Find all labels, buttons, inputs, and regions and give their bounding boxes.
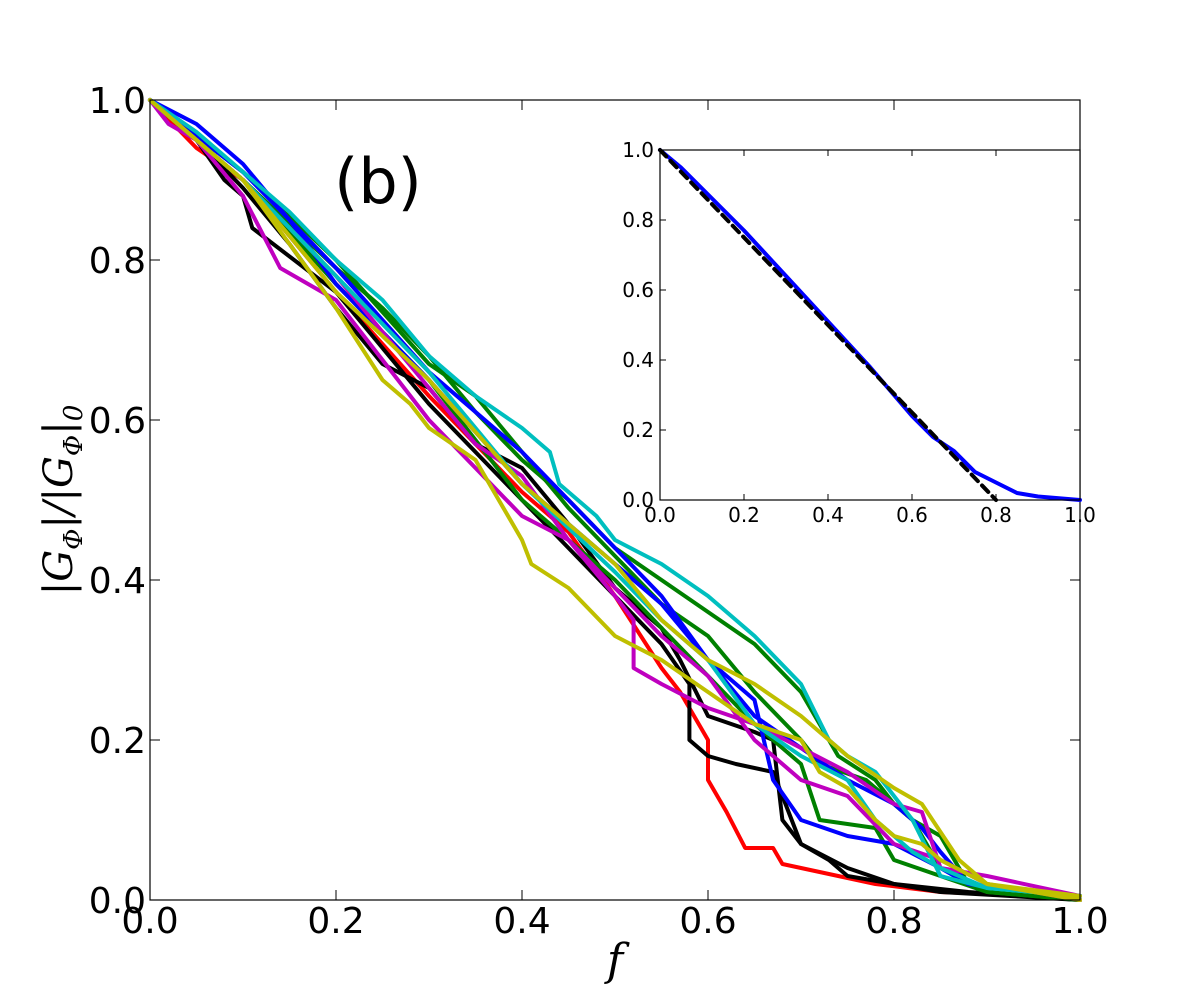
y-label-sub3: 0 bbox=[59, 405, 89, 422]
main-y-tick-label: 0.6 bbox=[89, 401, 146, 442]
inset-y-tick-label: 0.6 bbox=[622, 278, 654, 302]
main-x-tick-label: 0.6 bbox=[679, 901, 736, 942]
main-x-tick-label: 0.0 bbox=[121, 901, 178, 942]
inset-x-tick-label: 0.4 bbox=[812, 503, 844, 527]
y-label-mid: |/|G bbox=[36, 456, 82, 528]
panel-label: (b) bbox=[334, 145, 422, 218]
inset-x-tick-label: 0.8 bbox=[980, 503, 1012, 527]
main-series-group bbox=[148, 98, 1082, 902]
inset-x-tick-label: 0.0 bbox=[644, 503, 676, 527]
main-series-cyan-2 bbox=[148, 98, 1082, 898]
inset-background bbox=[660, 150, 1080, 500]
y-label-sub2: Φ bbox=[59, 435, 89, 456]
inset-plot-frame bbox=[659, 149, 1081, 501]
main-x-tick-label: 1.0 bbox=[1051, 901, 1108, 942]
main-series-yellow-1 bbox=[148, 98, 1082, 902]
y-axis-label: |GΦ|/|GΦ|0 bbox=[36, 405, 89, 596]
y-label-tail: | bbox=[36, 421, 82, 434]
svg-text:|GΦ|/|GΦ|0: |GΦ|/|GΦ|0 bbox=[36, 405, 89, 596]
inset-axis-ticks: 0.0 0.2 0.4 0.6 0.8 1.0 0.0 0.2 0.4 0.6 0.8 1.0 bbox=[622, 138, 1096, 527]
inset-y-tick-label: 0.2 bbox=[622, 418, 654, 442]
x-axis-label: f bbox=[604, 935, 630, 986]
main-axis-ticks: 0.0 0.2 0.4 0.6 0.8 1.0 0.0 0.2 0.4 0.6 0.8 1.0 bbox=[89, 81, 1109, 942]
main-x-tick-label: 0.8 bbox=[865, 901, 922, 942]
inset-y-tick-label: 0.0 bbox=[622, 488, 654, 512]
inset-series-group bbox=[658, 148, 1082, 502]
y-label-main: |G bbox=[36, 550, 82, 595]
inset-series-average bbox=[658, 148, 1082, 502]
main-y-tick-label: 0.2 bbox=[89, 721, 146, 762]
inset-y-tick-label: 1.0 bbox=[622, 138, 654, 162]
inset-x-tick-label: 1.0 bbox=[1064, 503, 1096, 527]
main-series-cyan-1 bbox=[148, 98, 1082, 898]
main-y-tick-label: 0.0 bbox=[89, 881, 146, 922]
main-y-tick-label: 0.4 bbox=[89, 561, 146, 602]
main-x-tick-label: 0.4 bbox=[493, 901, 550, 942]
main-y-tick-label: 1.0 bbox=[89, 81, 146, 122]
inset-y-tick-label: 0.8 bbox=[622, 208, 654, 232]
main-y-tick-label: 0.8 bbox=[89, 241, 146, 282]
inset-y-tick-label: 0.4 bbox=[622, 348, 654, 372]
inset-x-tick-label: 0.6 bbox=[896, 503, 928, 527]
inset-x-tick-label: 0.2 bbox=[728, 503, 760, 527]
main-x-tick-label: 0.2 bbox=[307, 901, 364, 942]
inset-series-linear-fit bbox=[658, 148, 998, 502]
main-series-yellow-2 bbox=[148, 98, 1082, 898]
y-label-sub: Φ bbox=[59, 528, 89, 549]
